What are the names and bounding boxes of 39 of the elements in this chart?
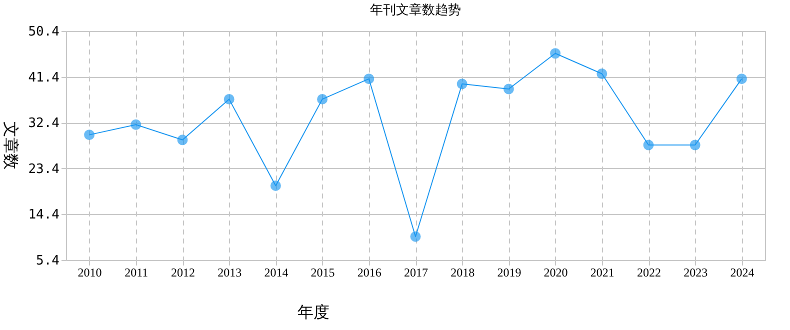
y-tick-label: 41.4 — [28, 70, 60, 86]
point — [643, 140, 654, 150]
point — [503, 84, 514, 94]
point — [596, 68, 608, 79]
point — [550, 48, 561, 59]
x-axis-title: 年度 — [298, 304, 330, 322]
x-tick-label: 2018 — [450, 266, 475, 280]
point — [410, 231, 421, 242]
x-tick-label: 2012 — [171, 266, 195, 280]
x-tick-label: 2014 — [264, 266, 288, 280]
x-tick-label: 2022 — [637, 266, 661, 280]
x-tick-label: 2016 — [357, 266, 382, 280]
x-tick-label: 2010 — [78, 266, 102, 280]
point — [364, 74, 374, 84]
x-tick-label: 2019 — [497, 266, 522, 280]
x-tick-label: 2011 — [124, 266, 148, 280]
point — [317, 94, 328, 104]
x-tick-label: 2024 — [730, 266, 754, 280]
x-tick-label: 2017 — [404, 266, 428, 280]
point — [690, 140, 700, 150]
point — [456, 78, 468, 90]
chart-title: 年刊文章数趋势 — [370, 2, 461, 17]
y-tick-label: 5.4 — [36, 254, 60, 268]
x-tick-label: 2013 — [218, 266, 242, 280]
point — [84, 130, 95, 140]
point — [130, 119, 142, 130]
point — [224, 94, 234, 104]
point — [736, 74, 747, 84]
y-tick-label: 14.4 — [28, 208, 60, 223]
y-axis-title: 文章数 — [2, 122, 20, 170]
y-tick-label: 32.4 — [28, 116, 60, 132]
x-tick-label: 2023 — [684, 266, 708, 280]
x-tick-label: 2015 — [310, 266, 335, 280]
x-tick-label: 2020 — [544, 266, 568, 280]
x-tick-label: 2021 — [590, 266, 614, 280]
y-tick-label: 50.4 — [28, 24, 60, 40]
point — [177, 134, 188, 146]
y-tick-label: 23.4 — [28, 162, 60, 177]
point — [270, 180, 281, 191]
